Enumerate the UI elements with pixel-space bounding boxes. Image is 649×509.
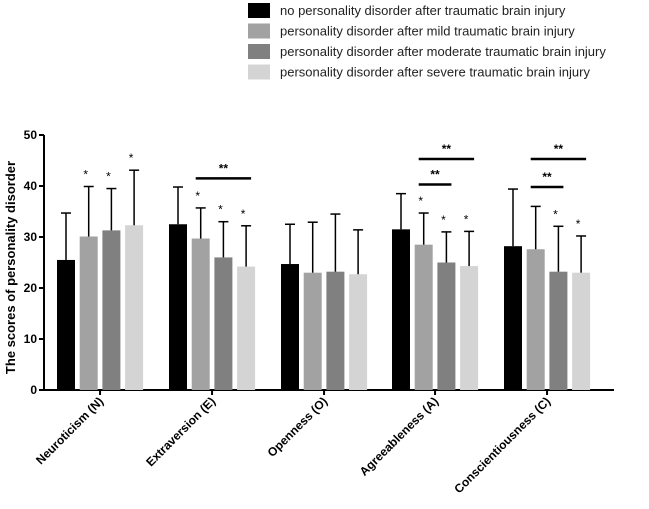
- significance-star: *: [218, 203, 223, 217]
- significance-star: *: [576, 217, 581, 231]
- bar: [437, 262, 456, 390]
- legend-swatch: [248, 64, 270, 80]
- significance-star: *: [83, 168, 88, 182]
- bar: [460, 266, 479, 390]
- legend-label: no personality disorder after traumatic …: [280, 3, 566, 18]
- y-tick-label-10: 10: [24, 332, 38, 346]
- y-tick-label-50: 50: [24, 128, 38, 142]
- legend-label: personality disorder after mild traumati…: [280, 24, 575, 39]
- y-tick-label-30: 30: [24, 230, 38, 244]
- bar: [303, 272, 322, 390]
- significance-label: **: [442, 142, 452, 156]
- legend-label: personality disorder after moderate trau…: [280, 44, 606, 59]
- bars: [57, 169, 591, 390]
- bar: [214, 257, 233, 390]
- significance-label: **: [430, 167, 440, 181]
- bar: [392, 229, 410, 390]
- legend-label: personality disorder after severe trauma…: [280, 65, 590, 80]
- legend-swatch: [248, 44, 270, 59]
- bar: [549, 271, 568, 390]
- significance-label: **: [542, 170, 552, 184]
- legend-swatch: [248, 3, 270, 18]
- bar: [281, 264, 299, 390]
- bar: [169, 224, 187, 390]
- bar: [572, 272, 591, 390]
- x-category-label: Conscientiousness (C): [451, 394, 553, 496]
- x-category-label: Openness (O): [265, 394, 331, 460]
- bar: [237, 266, 256, 390]
- y-tick-label-40: 40: [24, 179, 38, 193]
- significance-label: **: [554, 142, 564, 156]
- bar: [504, 246, 522, 390]
- significance-label: **: [219, 161, 229, 175]
- legend-swatch: [248, 23, 270, 39]
- bar: [526, 249, 545, 390]
- significance-star: *: [553, 207, 558, 221]
- x-category-label: Extraversion (E): [143, 394, 218, 469]
- bar: [125, 225, 144, 390]
- annotations: ** **** *** * *** ********: [83, 142, 587, 231]
- bar: [79, 236, 98, 390]
- significance-star: *: [129, 151, 134, 165]
- significance-star: *: [195, 189, 200, 203]
- legend: no personality disorder after traumatic …: [248, 3, 606, 80]
- significance-star: *: [418, 194, 423, 208]
- significance-star: *: [106, 170, 111, 184]
- y-axis-label: The scores of personality disorder: [3, 161, 18, 374]
- bar: [414, 244, 433, 390]
- y-tick-label-0: 0: [30, 383, 37, 397]
- significance-star: *: [241, 207, 246, 221]
- y-tick-label-20: 20: [24, 281, 38, 295]
- significance-star: *: [464, 212, 469, 226]
- bar: [57, 259, 75, 390]
- bar: [349, 274, 368, 390]
- bar: [102, 230, 121, 390]
- x-category-label: Agreeableness (A): [357, 394, 441, 478]
- significance-star: *: [441, 213, 446, 227]
- bar: [191, 238, 210, 390]
- bar: [326, 271, 345, 390]
- x-category-label: Neuroticism (N): [33, 394, 106, 467]
